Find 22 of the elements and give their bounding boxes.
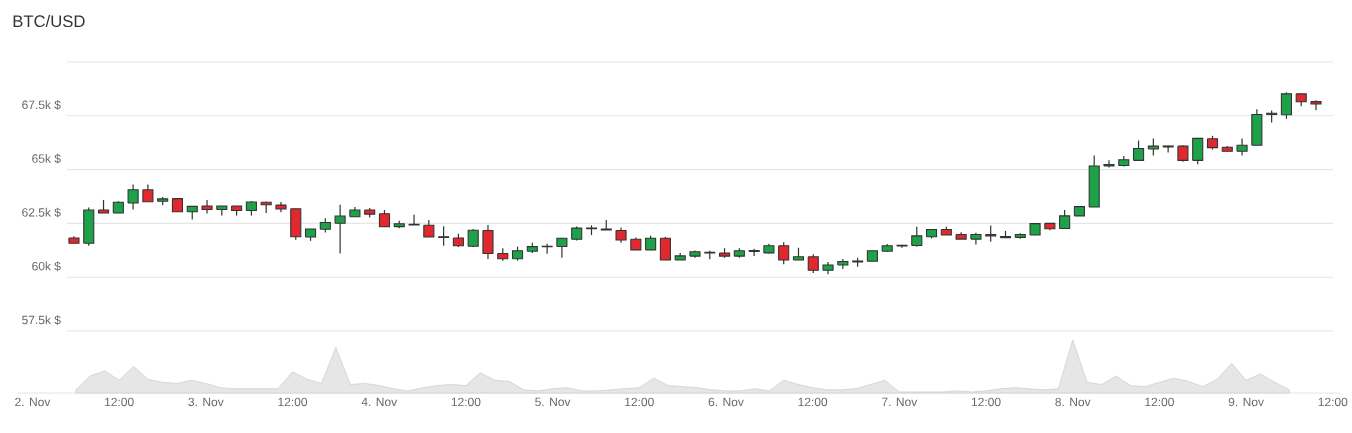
y-tick-label: 62.5k $ [22, 207, 61, 218]
x-tick-label: 12:00 [1145, 397, 1174, 407]
y-tick-label: 67.5k $ [22, 100, 61, 110]
x-tick-label: 3. Nov [188, 397, 224, 407]
x-tick-label: 6. Nov [708, 397, 744, 407]
chart-title: BTC/USD [13, 14, 85, 28]
x-tick-label: 8. Nov [1055, 397, 1091, 407]
y-tick-label: 65k $ [32, 153, 61, 164]
x-tick-label: 4. Nov [361, 397, 398, 407]
x-tick-label: 2. Nov [15, 397, 51, 407]
x-tick-label: 12:00 [625, 397, 654, 407]
x-tick-label: 12:00 [278, 397, 308, 407]
x-tick-label: 12:00 [1318, 397, 1348, 407]
x-tick-label: 9. Nov [1228, 397, 1264, 407]
x-tick-label: 12:00 [451, 397, 481, 407]
x-tick-label: 5. Nov [535, 397, 571, 407]
x-tick-label: 12:00 [798, 397, 828, 407]
x-tick-label: 7. Nov [882, 397, 918, 407]
x-tick-label: 12:00 [105, 397, 134, 407]
y-tick-label: 57.5k $ [22, 315, 61, 325]
y-tick-label: 60k $ [32, 261, 61, 272]
x-tick-label: 12:00 [971, 397, 1001, 407]
